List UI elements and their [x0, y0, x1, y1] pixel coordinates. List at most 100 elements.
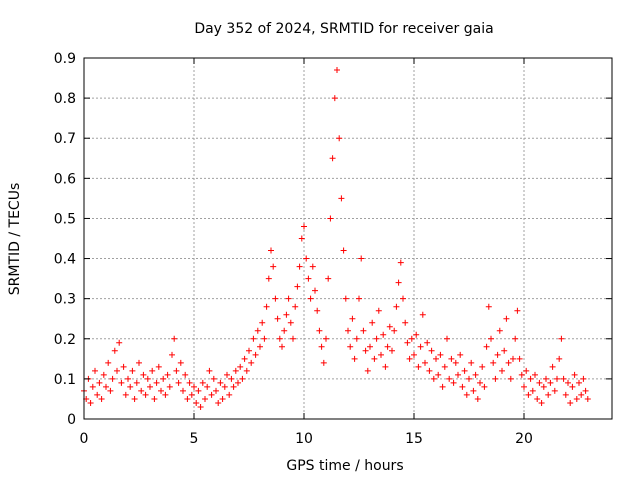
data-point [257, 343, 263, 350]
data-point [492, 375, 499, 382]
data-point [292, 303, 299, 310]
data-point [336, 135, 343, 142]
data-point [197, 403, 204, 410]
data-point [459, 383, 466, 390]
data-point [151, 395, 158, 402]
data-point [318, 343, 325, 350]
data-point [562, 391, 569, 398]
data-point [89, 383, 96, 390]
data-point [488, 335, 494, 342]
data-point [136, 359, 142, 366]
data-point [270, 263, 277, 270]
data-point [540, 383, 547, 390]
data-point [571, 371, 578, 378]
plot-frame [83, 57, 613, 420]
data-point [380, 331, 387, 338]
data-point [413, 331, 420, 338]
y-tick-label: 0.2 [54, 332, 76, 348]
data-point [230, 383, 237, 390]
data-point [98, 395, 105, 402]
data-point [155, 363, 162, 370]
data-point [496, 327, 503, 334]
data-point [246, 347, 252, 354]
x-tick-label: 5 [190, 431, 199, 447]
data-point [323, 335, 329, 342]
data-point [472, 371, 479, 378]
data-point [169, 351, 175, 358]
data-point [549, 363, 556, 370]
data-point [279, 343, 285, 350]
data-points [81, 67, 591, 410]
data-point [109, 375, 116, 382]
data-point [470, 387, 477, 394]
data-point [477, 379, 483, 386]
data-point [554, 375, 560, 382]
data-point [558, 335, 565, 342]
data-point [349, 315, 356, 322]
y-tick-label: 0.8 [54, 91, 76, 107]
data-point [411, 351, 417, 358]
data-point [514, 307, 521, 314]
data-point [419, 311, 426, 318]
data-point [439, 383, 446, 390]
data-point [499, 367, 505, 374]
data-point [287, 319, 294, 326]
data-point [213, 387, 219, 394]
data-point [512, 335, 519, 342]
data-point [316, 327, 323, 334]
data-point [140, 371, 147, 378]
data-point [426, 367, 433, 374]
data-point [441, 363, 448, 370]
data-point [529, 387, 536, 394]
data-point [338, 195, 345, 202]
data-point [378, 351, 384, 358]
data-point [523, 367, 530, 374]
data-point [94, 391, 101, 398]
data-point [103, 383, 109, 390]
y-tick-label: 0.6 [54, 171, 76, 187]
data-point [303, 255, 310, 262]
data-point [217, 379, 224, 386]
data-point [171, 335, 178, 342]
data-point [342, 295, 349, 302]
data-point [417, 343, 424, 350]
data-point [446, 375, 453, 382]
data-point [360, 327, 367, 334]
data-point [208, 391, 215, 398]
x-tick-label: 20 [515, 431, 533, 447]
data-point [129, 367, 136, 374]
y-tick-label: 0.4 [54, 252, 76, 268]
data-point [455, 371, 461, 378]
y-tick-label: 0 [67, 412, 76, 428]
data-point [96, 379, 103, 386]
data-point [567, 399, 574, 406]
data-point [501, 347, 508, 354]
data-point [252, 351, 259, 358]
data-point [415, 363, 422, 370]
data-point [272, 295, 279, 302]
data-point [235, 379, 241, 386]
data-point [373, 335, 380, 342]
data-point [221, 383, 228, 390]
data-point [285, 295, 292, 302]
data-point [369, 319, 376, 326]
data-point [384, 343, 391, 350]
data-point [281, 327, 288, 334]
data-point [362, 347, 369, 354]
data-point [481, 383, 488, 390]
data-point [158, 387, 164, 394]
data-point [224, 371, 230, 378]
data-point [580, 375, 587, 382]
data-point [204, 383, 211, 390]
data-point [560, 375, 567, 382]
data-point [175, 379, 182, 386]
y-tick-label: 0.3 [54, 292, 76, 308]
data-point [100, 371, 107, 378]
data-point [461, 367, 468, 374]
data-point [314, 307, 321, 314]
data-point [144, 375, 151, 382]
data-point [428, 347, 435, 354]
data-point [547, 379, 554, 386]
data-point [173, 367, 180, 374]
